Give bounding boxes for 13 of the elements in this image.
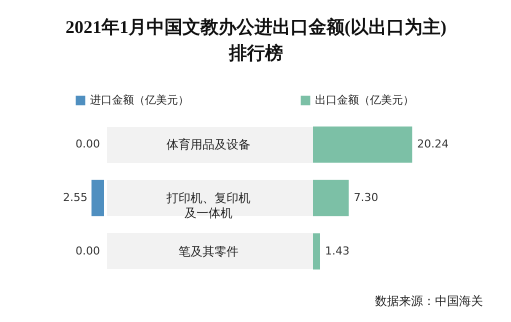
data-label: 20.24 [417,138,449,151]
legend-label: 出口金额（亿美元） [315,94,414,106]
data-label: 1.43 [325,244,350,258]
y-tick-label: 笔及其零件 [178,244,238,258]
data-label: 2.55 [63,191,88,204]
source-note: 数据来源：中国海关 [375,293,483,310]
y-tick-label: 体育用品及设备 [166,138,250,152]
y-tick-label: 打印机、复印机及一体机 [166,191,250,220]
legend-label: 进口金额（亿美元） [90,94,189,106]
data-label: 7.30 [354,191,378,204]
data-label: 0.00 [76,138,100,151]
data-label: 0.00 [76,244,100,258]
text: 2021年1月中国文教办公进出口金额(以出口为主)排行榜 [64,16,448,65]
